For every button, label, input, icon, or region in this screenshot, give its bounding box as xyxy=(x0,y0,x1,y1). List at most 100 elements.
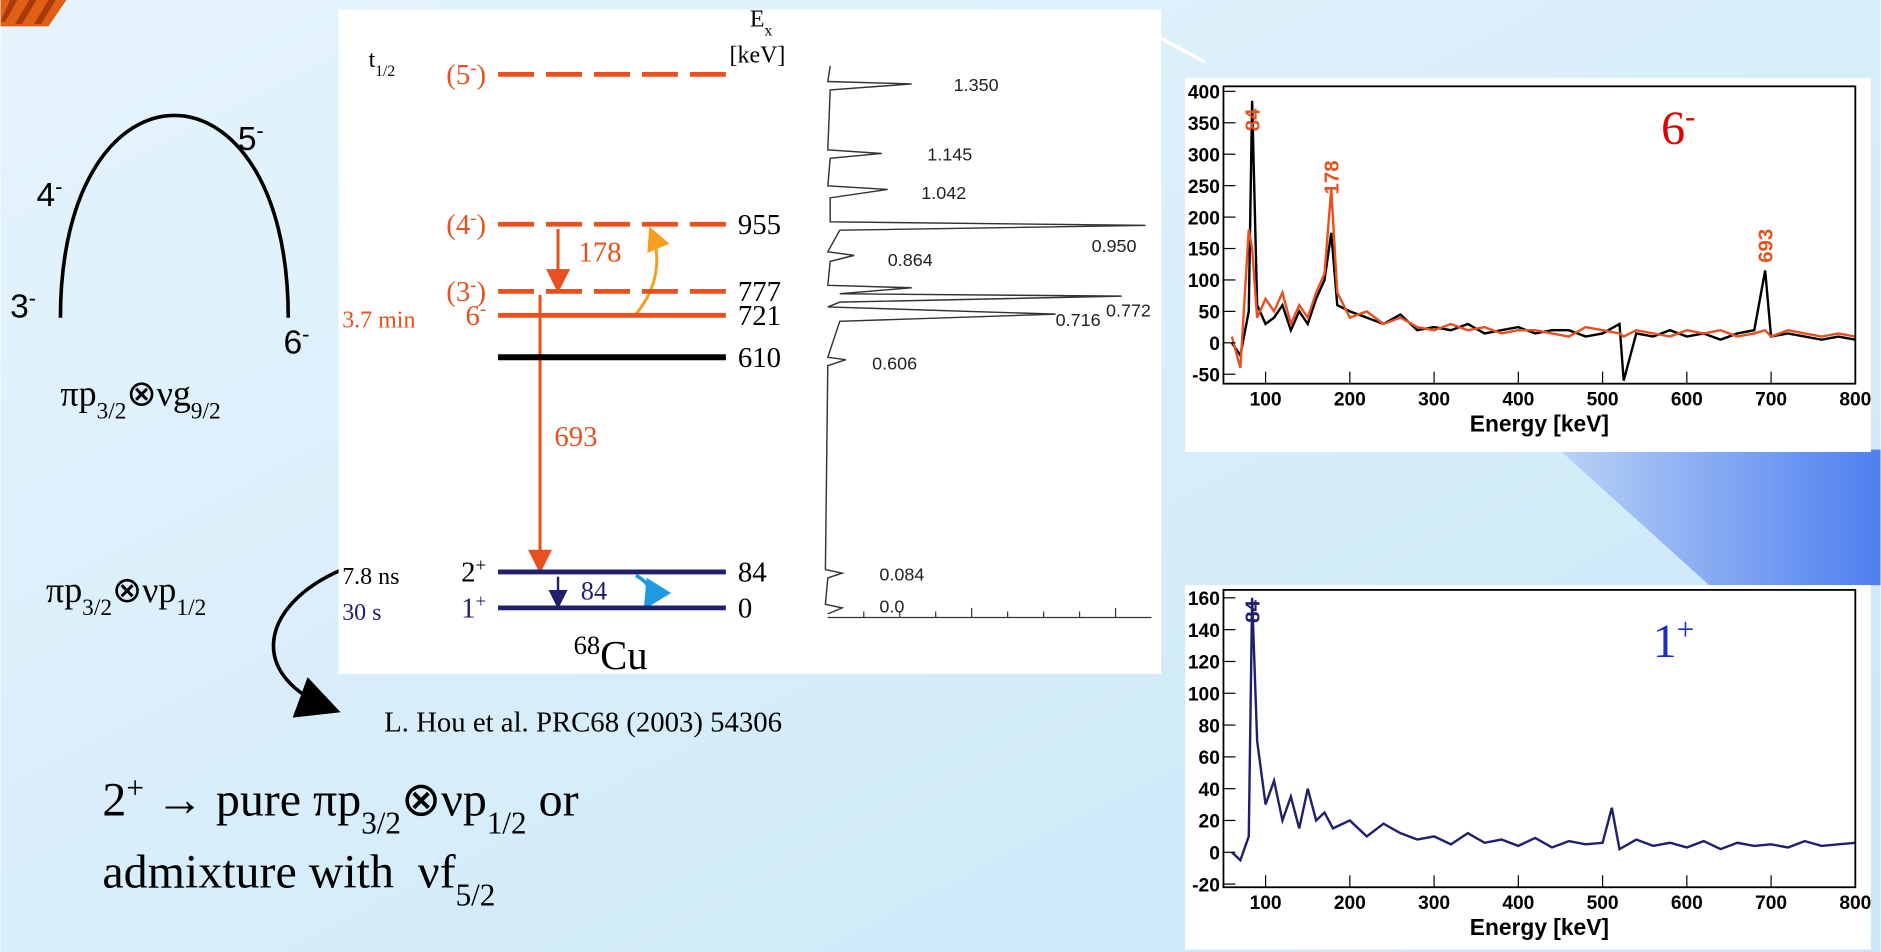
spectrum-gate-label: 1+ xyxy=(1653,612,1695,669)
text-part: 1/2 xyxy=(487,805,527,840)
x-tick-label: 700 xyxy=(1755,389,1787,410)
text-part: 5/2 xyxy=(456,877,496,912)
spectrum-peak-label: 0.606 xyxy=(872,353,917,373)
text-part: 1/2 xyxy=(375,63,395,80)
text-part: πp xyxy=(46,570,82,610)
text-part: x xyxy=(765,22,773,39)
half-life: 7.8 ns xyxy=(342,564,399,590)
text-part: 6 xyxy=(1661,102,1685,155)
y-tick-label: 100 xyxy=(1188,684,1220,705)
configuration: πp3/2⊗νg9/2 xyxy=(60,373,220,424)
y-tick-label: 20 xyxy=(1199,812,1220,833)
conclusion-line: 2+ → pure πp3/2⊗νp1/2 or xyxy=(102,770,578,840)
y-tick-label: 140 xyxy=(1188,621,1220,642)
text-part: 3/2 xyxy=(97,398,127,424)
text-part: 1 xyxy=(461,592,475,624)
gamma-spectrum-trace xyxy=(824,65,1146,615)
transition-energy: 178 xyxy=(578,236,621,268)
spectrum-peak-label: 0.0 xyxy=(879,597,904,617)
y-tick-label: 60 xyxy=(1199,748,1220,769)
y-tick-label: -50 xyxy=(1192,365,1220,386)
transition-arrows xyxy=(528,226,672,610)
text-part: 2 xyxy=(461,557,475,589)
level-energy: 777 xyxy=(738,276,781,308)
reference: L. Hou et al. PRC68 (2003) 54306 xyxy=(384,706,782,738)
nucleus-label: 68Cu xyxy=(574,630,648,678)
peak-label: 693 xyxy=(1755,229,1777,263)
spin-label: 3- xyxy=(10,285,36,326)
text-part: ) xyxy=(476,209,486,241)
x-tick-label: 800 xyxy=(1839,893,1871,914)
corner-logo xyxy=(0,0,67,27)
text-part: (3 xyxy=(446,276,470,308)
spectrum-line xyxy=(1230,188,1856,369)
spectrum-peak-label: 0.864 xyxy=(888,250,933,270)
y-tick-label: 120 xyxy=(1188,653,1220,674)
text-part: 3/2 xyxy=(82,595,112,621)
x-tick-label: 400 xyxy=(1502,389,1534,410)
level-energy: 610 xyxy=(738,342,781,374)
x-tick-label: 200 xyxy=(1334,893,1366,914)
level-spin: 6- xyxy=(465,298,486,332)
ex-header: [keV] xyxy=(729,42,785,68)
text-part: [keV] xyxy=(729,42,785,68)
plot-area xyxy=(1222,589,1857,889)
text-part: 6 xyxy=(283,325,302,362)
y-tick-label: 250 xyxy=(1188,177,1220,198)
x-tick-label: 500 xyxy=(1587,893,1619,914)
ex-header: Ex xyxy=(750,6,773,39)
peak-label: 178 xyxy=(1321,160,1343,194)
spin-label: 4- xyxy=(36,174,62,214)
text-part: - xyxy=(480,298,486,319)
y-tick-label: 100 xyxy=(1188,271,1220,292)
level-spin: 2+ xyxy=(461,555,486,589)
t-half-header: t1/2 xyxy=(369,47,396,80)
text-part: ) xyxy=(476,59,486,91)
decor-line xyxy=(1160,36,1207,64)
spectrum-peak-label: 1.145 xyxy=(927,145,972,165)
spectrum-line xyxy=(1231,597,1856,863)
level-energy: 84 xyxy=(738,557,767,589)
text-part: πp xyxy=(60,373,96,413)
text-part: t xyxy=(369,47,376,73)
text-part: - xyxy=(470,57,476,78)
text-part: admixture with νf xyxy=(102,845,455,898)
x-tick-label: 800 xyxy=(1839,389,1871,410)
spectrum-gate-label: 6- xyxy=(1661,98,1695,155)
text-part: - xyxy=(55,174,62,199)
text-part: or xyxy=(527,773,579,826)
y-tick-label: 0 xyxy=(1209,843,1220,864)
x-tick-label: 300 xyxy=(1418,893,1450,914)
level-energy: 0 xyxy=(738,592,752,624)
level-spin: (4-) xyxy=(446,207,486,240)
text-part: - xyxy=(29,285,36,310)
text-part: 4 xyxy=(36,177,55,214)
plot-area xyxy=(1222,85,1857,385)
text-part: - xyxy=(1685,98,1695,133)
x-tick-label: 100 xyxy=(1250,893,1282,914)
y-tick-label: 300 xyxy=(1188,145,1220,166)
x-tick-label: 500 xyxy=(1587,389,1619,410)
peak-label: 84 xyxy=(1242,599,1264,622)
text-part: (4 xyxy=(446,209,470,241)
text-part: (5 xyxy=(446,59,470,91)
text-part: ) xyxy=(476,276,486,308)
y-tick-label: 350 xyxy=(1188,114,1220,135)
half-life: 3.7 min xyxy=(342,307,415,333)
text-part: → pure πp xyxy=(144,773,361,826)
chart-frame xyxy=(1185,585,1871,950)
spectrum-peak-label: 0.084 xyxy=(879,564,924,584)
spectrum-peak-label: 0.716 xyxy=(1056,310,1101,330)
conclusion-line: admixture with νf5/2 xyxy=(102,845,495,912)
x-tick-label: 300 xyxy=(1418,389,1450,410)
text-part: - xyxy=(470,207,476,228)
x-tick-label: 600 xyxy=(1671,893,1703,914)
transition-energy: 693 xyxy=(554,421,597,453)
text-part: E xyxy=(750,6,765,32)
x-tick-label: 400 xyxy=(1502,893,1534,914)
x-tick-label: 700 xyxy=(1755,893,1787,914)
text-part: 6 xyxy=(465,300,479,332)
text-part: 3/2 xyxy=(361,805,401,840)
